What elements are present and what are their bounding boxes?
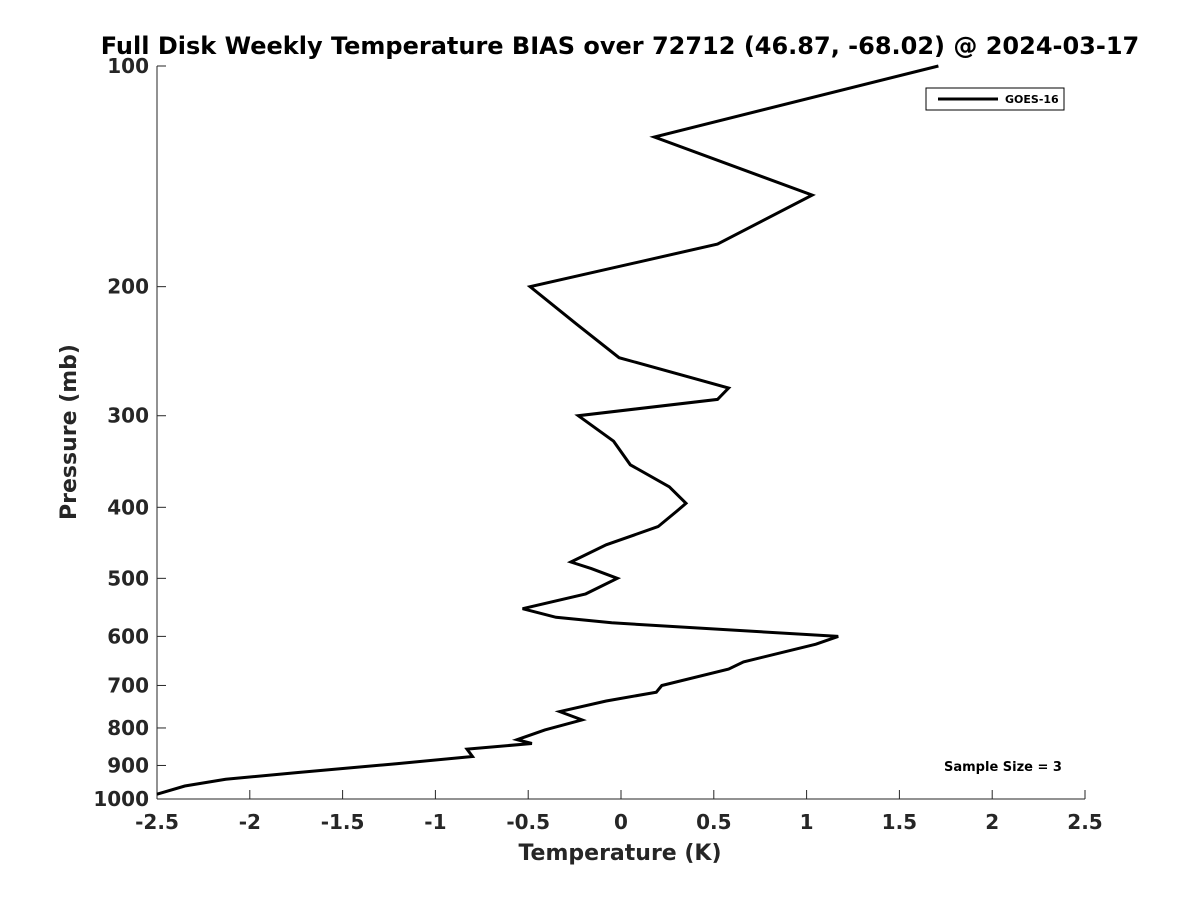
x-axis-label: Temperature (K) xyxy=(518,841,721,866)
y-tick-label: 300 xyxy=(107,404,149,428)
x-tick-label: 1.5 xyxy=(882,810,917,834)
y-tick-label: 600 xyxy=(107,624,149,648)
y-tick-label: 100 xyxy=(107,54,149,78)
x-tick-label: -0.5 xyxy=(506,810,550,834)
legend-label-goes-16: GOES-16 xyxy=(1005,93,1059,106)
series-line-goes-16 xyxy=(156,64,939,796)
x-tick-label: 2.5 xyxy=(1067,810,1102,834)
axes xyxy=(156,66,1085,800)
x-tick-label: 0.5 xyxy=(696,810,731,834)
y-tick-label: 900 xyxy=(107,753,149,777)
x-tick-label: -1.5 xyxy=(321,810,365,834)
y-tick-label: 700 xyxy=(107,673,149,697)
sample-size-annotation: Sample Size = 3 xyxy=(944,760,1062,775)
y-axis-label: Pressure (mb) xyxy=(57,344,82,520)
x-axis-ticks: -2.5 -2 -1.5 -1 -0.5 0 0.5 1 1.5 2 2.5 xyxy=(135,790,1103,834)
x-tick-label: 0 xyxy=(614,810,628,834)
chart-title: Full Disk Weekly Temperature BIAS over 7… xyxy=(101,32,1140,60)
x-tick-label: -2 xyxy=(239,810,261,834)
y-tick-label: 1000 xyxy=(93,787,149,811)
x-tick-label: -2.5 xyxy=(135,810,179,834)
y-tick-label: 800 xyxy=(107,716,149,740)
x-tick-label: 1 xyxy=(800,810,814,834)
y-tick-label: 400 xyxy=(107,495,149,519)
x-tick-label: 2 xyxy=(985,810,999,834)
y-tick-label: 200 xyxy=(107,275,149,299)
y-axis-ticks: 100 200 300 400 500 600 700 800 900 1000 xyxy=(93,54,166,811)
x-tick-label: -1 xyxy=(424,810,446,834)
series-points xyxy=(156,65,939,795)
legend: GOES-16 xyxy=(925,87,1065,111)
y-tick-label: 500 xyxy=(107,566,149,590)
